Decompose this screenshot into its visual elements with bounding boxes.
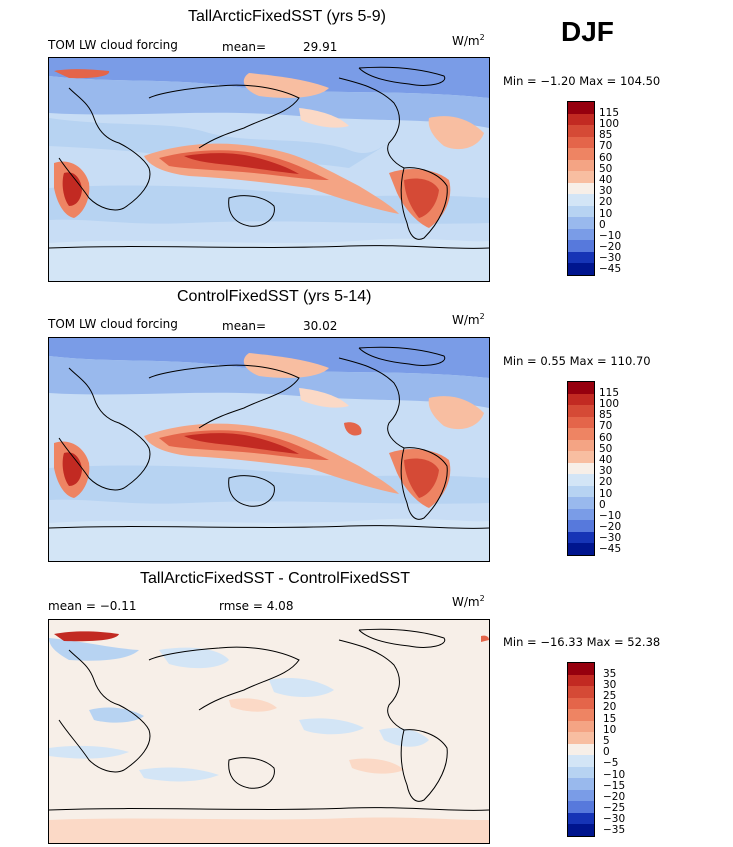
colorbar-tick: 30 bbox=[599, 465, 613, 477]
colorbar-tick: −20 bbox=[603, 791, 626, 803]
colorbar-tick: 10 bbox=[603, 724, 617, 736]
panel3-map bbox=[48, 619, 490, 844]
panel3-colorbar bbox=[567, 662, 595, 837]
colorbar-tick: 40 bbox=[599, 174, 613, 186]
panel1-subtitle: TOM LW cloud forcing bbox=[48, 38, 178, 52]
panel3-title: TallArcticFixedSST - ControlFixedSST bbox=[140, 570, 410, 587]
colorbar-tick: 25 bbox=[603, 690, 617, 702]
panel1-title: TallArcticFixedSST (yrs 5-9) bbox=[188, 8, 386, 25]
colorbar-tick: 10 bbox=[599, 208, 613, 220]
colorbar-tick: 100 bbox=[599, 398, 620, 410]
colorbar-tick: 20 bbox=[599, 196, 613, 208]
panel2-map bbox=[48, 337, 490, 562]
colorbar-tick: −35 bbox=[603, 824, 626, 836]
colorbar-tick: −45 bbox=[599, 543, 622, 555]
panel2-mean-label: mean= bbox=[222, 319, 267, 333]
panel3-mean: mean = −0.11 bbox=[48, 599, 137, 613]
panel2-map-svg bbox=[49, 338, 489, 561]
colorbar-tick: 10 bbox=[599, 488, 613, 500]
colorbar-tick: 115 bbox=[599, 107, 620, 119]
colorbar-tick: 60 bbox=[599, 432, 613, 444]
colorbar-tick: 30 bbox=[603, 679, 617, 691]
colorbar-tick: 5 bbox=[603, 735, 610, 747]
units-exp: 2 bbox=[479, 312, 485, 321]
panel2-colorbar bbox=[567, 381, 595, 556]
colorbar-tick: −30 bbox=[599, 252, 622, 264]
panel1-mean-label: mean= bbox=[222, 40, 267, 54]
colorbar-tick: −5 bbox=[603, 757, 619, 769]
units-base: W/m bbox=[452, 313, 480, 327]
colorbar-tick: 115 bbox=[599, 387, 620, 399]
panel1-colorbar bbox=[567, 101, 595, 276]
colorbar-tick: 40 bbox=[599, 454, 613, 466]
colorbar-tick: 20 bbox=[599, 476, 613, 488]
panel1-minmax: Min = −1.20 Max = 104.50 bbox=[503, 74, 661, 88]
colorbar-tick: −15 bbox=[603, 780, 626, 792]
colorbar-tick: 50 bbox=[599, 163, 613, 175]
colorbar-tick: −20 bbox=[599, 521, 622, 533]
units-exp: 2 bbox=[479, 33, 485, 42]
colorbar-tick: 60 bbox=[599, 152, 613, 164]
season-label: DJF bbox=[561, 16, 614, 47]
panel2-subtitle: TOM LW cloud forcing bbox=[48, 317, 178, 331]
colorbar-tick: −30 bbox=[603, 813, 626, 825]
colorbar-tick: 85 bbox=[599, 129, 613, 141]
panel1-units: W/m2 bbox=[452, 33, 485, 48]
units-exp: 2 bbox=[479, 594, 485, 603]
panel3-units: W/m2 bbox=[452, 594, 485, 609]
panel3-map-svg bbox=[49, 620, 489, 843]
units-base: W/m bbox=[452, 595, 480, 609]
colorbar-tick: 70 bbox=[599, 140, 613, 152]
colorbar-tick: 0 bbox=[599, 219, 606, 231]
panel2-mean-value: 30.02 bbox=[303, 319, 338, 333]
colorbar-tick: 35 bbox=[603, 668, 617, 680]
colorbar-tick: −30 bbox=[599, 532, 622, 544]
units-base: W/m bbox=[452, 34, 480, 48]
panel1-mean-value: 29.91 bbox=[303, 40, 338, 54]
colorbar-tick: 0 bbox=[599, 499, 606, 511]
colorbar-tick: −45 bbox=[599, 263, 622, 275]
panel2-title: ControlFixedSST (yrs 5-14) bbox=[177, 288, 372, 305]
colorbar-tick: 0 bbox=[603, 746, 610, 758]
colorbar-tick: −20 bbox=[599, 241, 622, 253]
colorbar-tick: 30 bbox=[599, 185, 613, 197]
colorbar-tick: 15 bbox=[603, 713, 617, 725]
colorbar-tick: −10 bbox=[599, 230, 622, 242]
colorbar-tick: −10 bbox=[599, 510, 622, 522]
panel3-minmax: Min = −16.33 Max = 52.38 bbox=[503, 635, 661, 649]
panel1-map-svg bbox=[49, 58, 489, 281]
panel3-rmse: rmse = 4.08 bbox=[219, 599, 294, 613]
panel2-minmax: Min = 0.55 Max = 110.70 bbox=[503, 354, 651, 368]
colorbar-tick: −10 bbox=[603, 769, 626, 781]
colorbar-tick: 20 bbox=[603, 701, 617, 713]
colorbar-tick: 100 bbox=[599, 118, 620, 130]
colorbar-tick: 85 bbox=[599, 409, 613, 421]
colorbar-tick: 50 bbox=[599, 443, 613, 455]
panel1-map bbox=[48, 57, 490, 282]
panel2-units: W/m2 bbox=[452, 312, 485, 327]
colorbar-tick: −25 bbox=[603, 802, 626, 814]
colorbar-tick: 70 bbox=[599, 420, 613, 432]
